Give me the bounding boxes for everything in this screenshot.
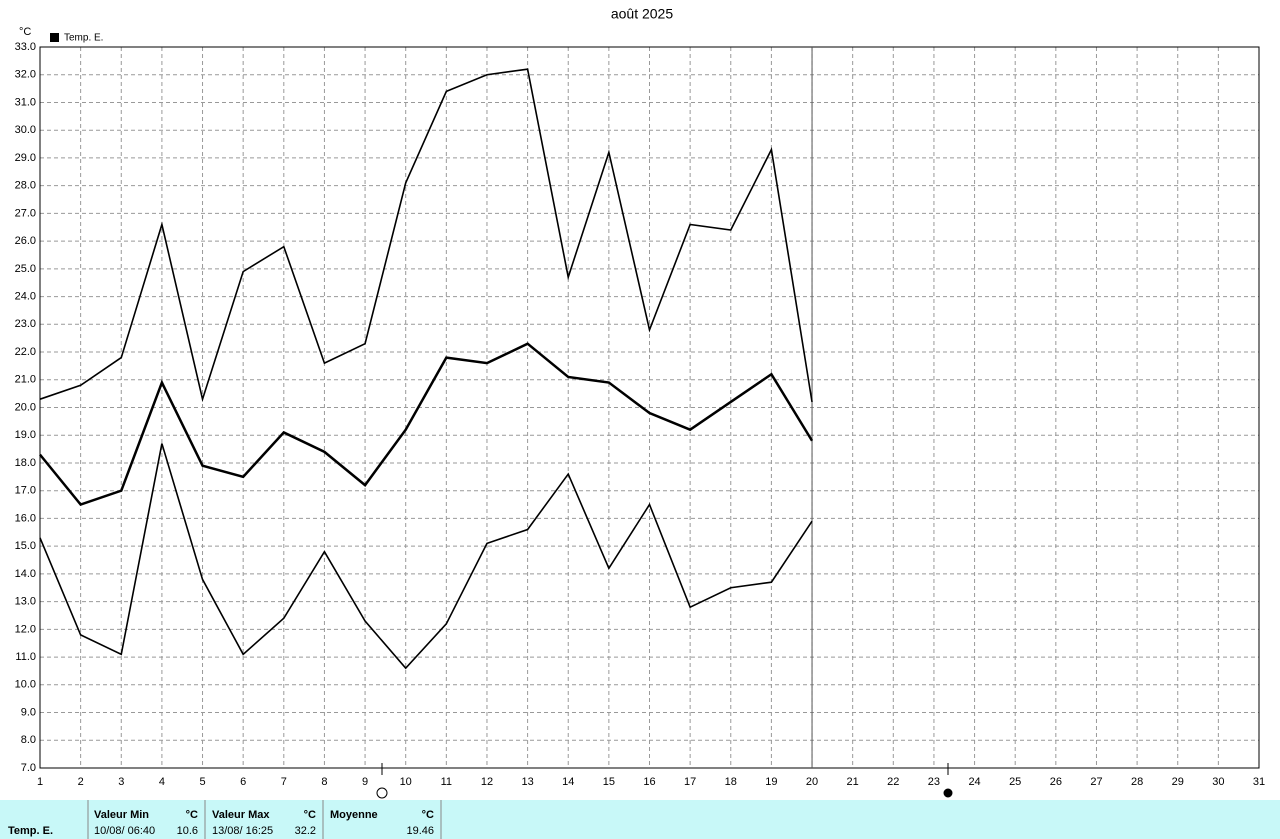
- y-tick-label: 33.0: [15, 41, 36, 53]
- stat-unit: °C: [422, 809, 434, 821]
- x-tick-label: 16: [643, 776, 655, 788]
- stats-dividers: [87, 800, 442, 839]
- x-tick-label: 31: [1253, 776, 1265, 788]
- x-tick-label: 9: [362, 776, 368, 788]
- stat-label: Moyenne: [330, 809, 378, 821]
- series-line: [39, 342, 814, 507]
- y-tick-label: 20.0: [15, 401, 36, 413]
- stat-value: 10.6: [177, 825, 198, 837]
- x-tick-label: 18: [725, 776, 737, 788]
- y-tick-label: 23.0: [15, 318, 36, 330]
- y-tick-label: 18.0: [15, 457, 36, 469]
- y-tick-label: 11.0: [15, 651, 36, 663]
- x-tick-label: 23: [928, 776, 940, 788]
- full-moon: [376, 787, 388, 799]
- y-tick-label: 19.0: [15, 429, 36, 441]
- x-tick-label: 26: [1050, 776, 1062, 788]
- stat-when: 13/08/ 16:25: [212, 825, 273, 837]
- x-tick-label: 28: [1131, 776, 1143, 788]
- x-tick-label: 24: [968, 776, 980, 788]
- x-tick-label: 4: [159, 776, 165, 788]
- stats-band: [0, 800, 1280, 839]
- y-tick-label: 14.0: [15, 568, 36, 580]
- x-tick-label: 8: [321, 776, 327, 788]
- x-tick-label: 13: [521, 776, 533, 788]
- legend-label: Temp. E.: [64, 33, 103, 44]
- y-tick-label: 13.0: [15, 596, 36, 608]
- y-tick-label: 30.0: [15, 124, 36, 136]
- x-tick-label: 20: [806, 776, 818, 788]
- y-tick-label: 26.0: [15, 235, 36, 247]
- x-tick-label: 19: [765, 776, 777, 788]
- series-line: [39, 443, 813, 670]
- x-tick-label: 25: [1009, 776, 1021, 788]
- legend-swatch: [50, 33, 59, 42]
- y-tick-label: 21.0: [15, 374, 36, 386]
- y-tick-label: 7.0: [21, 762, 36, 774]
- x-tick-label: 1: [37, 776, 43, 788]
- y-tick-label: 31.0: [15, 96, 36, 108]
- y-tick-label: 29.0: [15, 152, 36, 164]
- x-tick-label: 27: [1090, 776, 1102, 788]
- y-unit: °C: [19, 26, 31, 38]
- x-tick-label: 14: [562, 776, 574, 788]
- y-tick-label: 27.0: [15, 207, 36, 219]
- x-tick-label: 11: [441, 776, 452, 788]
- x-tick-label: 29: [1172, 776, 1184, 788]
- y-tick-label: 32.0: [15, 69, 36, 81]
- x-tick-label: 17: [684, 776, 696, 788]
- x-tick-label: 12: [481, 776, 493, 788]
- plot-frame: [39, 46, 1260, 769]
- stat-unit: °C: [304, 809, 316, 821]
- x-tick-label: 21: [847, 776, 859, 788]
- x-tick-label: 30: [1212, 776, 1224, 788]
- x-tick-label: 3: [118, 776, 124, 788]
- chart-title: août 2025: [611, 6, 673, 22]
- x-tick-label: 5: [199, 776, 205, 788]
- y-tick-label: 16.0: [15, 512, 36, 524]
- stat-unit: °C: [186, 809, 198, 821]
- x-tick-label: 15: [603, 776, 615, 788]
- stat-when: 10/08/ 06:40: [94, 825, 155, 837]
- x-tick-label: 6: [240, 776, 246, 788]
- stat-sensor: Temp. E.: [8, 825, 53, 837]
- y-tick-label: 9.0: [21, 706, 36, 718]
- new-moon: [943, 788, 953, 798]
- y-tick-label: 15.0: [15, 540, 36, 552]
- stat-value: 32.2: [295, 825, 316, 837]
- y-tick-label: 25.0: [15, 263, 36, 275]
- x-tick-label: 2: [78, 776, 84, 788]
- x-tick-label: 10: [400, 776, 412, 788]
- stat-label: Valeur Max: [212, 809, 270, 821]
- y-tick-label: 28.0: [15, 180, 36, 192]
- y-tick-label: 22.0: [15, 346, 36, 358]
- series-line: [39, 68, 813, 403]
- x-tick-label: 22: [887, 776, 899, 788]
- stat-value: 19.46: [406, 825, 434, 837]
- y-tick-label: 10.0: [15, 679, 36, 691]
- x-tick-label: 7: [281, 776, 287, 788]
- stat-label: Valeur Min: [94, 809, 149, 821]
- y-tick-label: 24.0: [15, 290, 36, 302]
- y-tick-label: 17.0: [15, 485, 36, 497]
- y-tick-label: 8.0: [21, 734, 36, 746]
- y-tick-label: 12.0: [15, 623, 36, 635]
